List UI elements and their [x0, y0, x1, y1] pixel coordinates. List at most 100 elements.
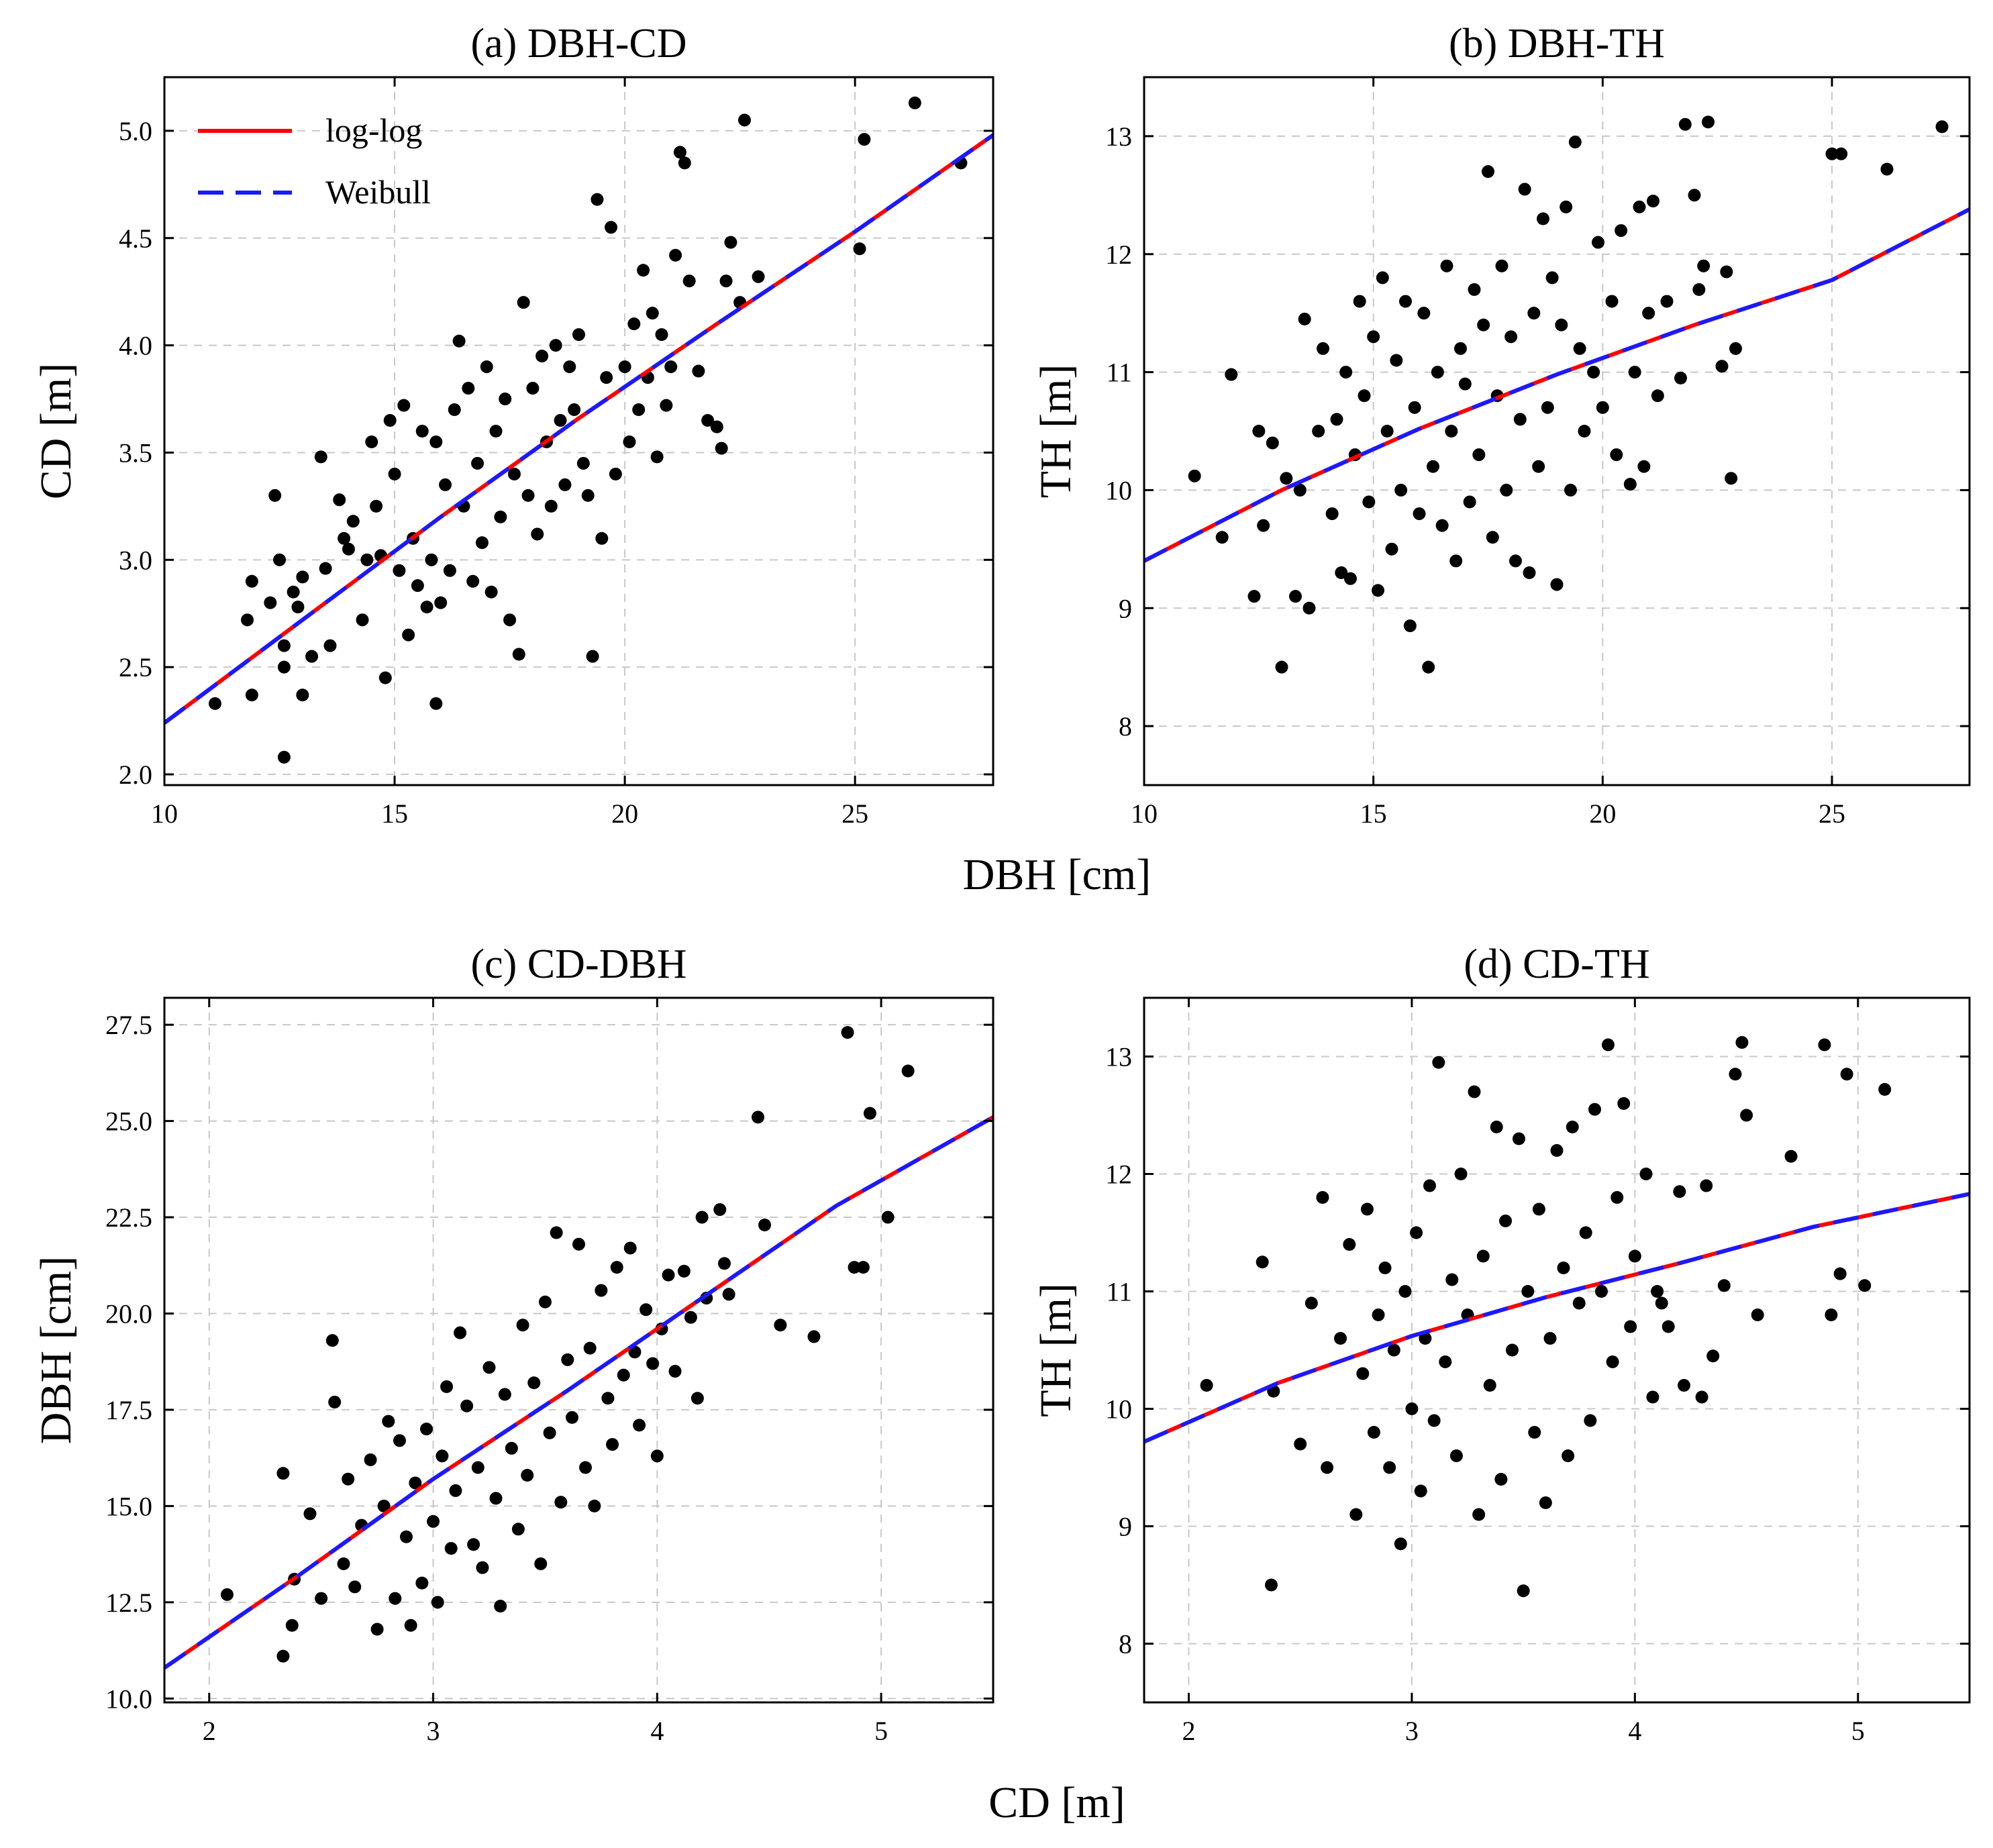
- data-point: [1200, 1379, 1213, 1392]
- data-point: [338, 531, 351, 545]
- data-point: [526, 382, 540, 395]
- y-tick-label: 2.0: [119, 760, 152, 790]
- y-axis-label: DBH [cm]: [32, 1256, 81, 1444]
- data-point: [1506, 1343, 1519, 1357]
- data-point: [245, 574, 258, 588]
- data-point: [1312, 425, 1325, 438]
- data-point: [507, 467, 521, 480]
- panel-title: (a) DBH-CD: [471, 21, 687, 66]
- fit-curves: [164, 133, 993, 725]
- data-point: [1692, 283, 1706, 296]
- data-point: [1678, 117, 1692, 131]
- data-point: [397, 399, 411, 412]
- data-point: [444, 1541, 458, 1555]
- data-point: [439, 478, 452, 491]
- data-point: [1605, 295, 1619, 308]
- y-tick-label: 3.0: [119, 545, 152, 575]
- data-point: [1615, 224, 1628, 238]
- data-point: [1584, 1414, 1597, 1427]
- data-point: [516, 1319, 529, 1332]
- data-point: [1454, 342, 1467, 355]
- data-point: [848, 1261, 861, 1274]
- data-point: [399, 1530, 413, 1543]
- data-point: [673, 146, 686, 159]
- fit-line-weibull: [1144, 207, 1970, 563]
- data-point: [489, 1492, 503, 1505]
- data-point: [627, 317, 641, 331]
- data-point: [480, 360, 493, 374]
- data-point: [544, 499, 558, 513]
- data-point: [1334, 1332, 1347, 1345]
- data-point: [1637, 460, 1651, 473]
- data-point: [543, 1426, 556, 1439]
- data-point: [415, 1576, 429, 1590]
- data-point: [1646, 1390, 1659, 1404]
- panel-title: (c) CD-DBH: [471, 941, 687, 987]
- data-point: [650, 1449, 664, 1463]
- data-point: [475, 536, 489, 550]
- y-tick-label: 11: [1106, 1277, 1132, 1307]
- y-tick-label: 25.0: [105, 1107, 152, 1137]
- scatter-points: [220, 1026, 915, 1663]
- panel-d: 2 3 4 5 8 9 10 11 12 13 (d) CD-TH TH [m]: [1031, 941, 1971, 1746]
- data-point: [1372, 1308, 1385, 1321]
- data-point: [273, 553, 287, 566]
- data-point: [1408, 401, 1421, 414]
- data-point: [908, 96, 921, 109]
- data-point: [531, 527, 544, 541]
- data-point: [1697, 259, 1710, 272]
- data-point: [521, 1468, 534, 1482]
- data-point: [1858, 1279, 1872, 1292]
- data-point: [717, 1257, 731, 1270]
- data-point: [1550, 1144, 1564, 1157]
- data-point: [595, 531, 609, 545]
- data-point: [863, 1107, 876, 1120]
- data-point: [1512, 1132, 1525, 1145]
- data-point: [1414, 1484, 1427, 1498]
- data-point: [1252, 425, 1266, 438]
- data-point: [1317, 342, 1329, 355]
- data-point: [1725, 472, 1738, 485]
- data-point: [287, 585, 300, 599]
- data-point: [1642, 307, 1655, 320]
- data-point: [494, 1600, 507, 1613]
- data-point: [1439, 1355, 1452, 1368]
- data-point: [1294, 1437, 1307, 1451]
- data-point: [1729, 1068, 1742, 1081]
- data-point: [402, 628, 415, 641]
- data-point: [1729, 342, 1742, 355]
- data-point: [303, 1507, 317, 1521]
- y-tick-label: 20.0: [105, 1298, 152, 1329]
- data-point: [1557, 1262, 1570, 1274]
- data-point: [1305, 1296, 1318, 1310]
- data-point: [1880, 162, 1894, 176]
- data-point: [1700, 1179, 1713, 1192]
- data-point: [277, 750, 291, 764]
- data-point: [1335, 566, 1348, 579]
- data-point: [1751, 1308, 1764, 1321]
- data-point: [393, 1434, 406, 1447]
- data-point: [554, 414, 567, 427]
- data-point: [668, 1365, 682, 1378]
- legend-label-weibull: Weibull: [325, 173, 431, 211]
- data-point: [1372, 584, 1384, 597]
- data-point: [623, 435, 636, 448]
- data-point: [1427, 460, 1439, 473]
- data-point: [1225, 368, 1238, 381]
- scatter-points: [1188, 115, 1949, 674]
- plot-frame: [1143, 76, 1971, 786]
- data-point: [420, 601, 433, 614]
- data-point: [1486, 531, 1499, 544]
- data-point: [1432, 1056, 1445, 1069]
- data-point: [1440, 259, 1453, 272]
- data-point: [1500, 483, 1513, 497]
- data-point: [427, 1515, 440, 1528]
- data-point: [1545, 271, 1559, 285]
- data-point: [1543, 1332, 1557, 1345]
- data-point: [1380, 425, 1394, 438]
- data-point: [713, 1203, 727, 1217]
- panel-b: 10 15 20 25 8 9 10 11 12 13 (b) DBH-TH TH [m]: [1031, 21, 1971, 829]
- data-point: [1427, 1414, 1441, 1427]
- data-point: [678, 156, 691, 170]
- x-tick-label: 25: [1819, 799, 1845, 829]
